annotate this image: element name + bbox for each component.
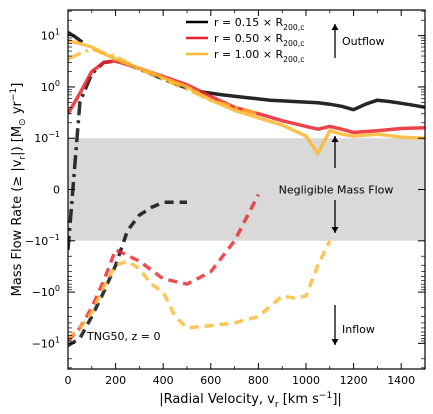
inflow-arrow-head <box>331 339 339 345</box>
series-3-dashdot-line <box>68 47 259 116</box>
legend-label-2: r = 0.50 × R200,c​ <box>214 32 304 48</box>
band-label: Negligible Mass Flow <box>279 184 394 197</box>
negligible-flow-band <box>68 138 425 241</box>
y-tick-label: 101 <box>41 28 60 43</box>
inflow-label: Inflow <box>342 323 375 336</box>
band-down-arrow-head <box>331 227 339 233</box>
x-tick-label: 1200 <box>340 374 368 387</box>
x-axis-label: |Radial Velocity, vr​ [km s−1​]| <box>159 391 342 410</box>
legend-label-3: r = 1.00 × R200,c​ <box>214 48 304 64</box>
x-tick-label: 0 <box>65 374 72 387</box>
series-1-outflow-solid-line <box>201 90 425 112</box>
outflow-arrow-head <box>331 24 339 30</box>
y-tick-label: 10−1 <box>34 130 60 145</box>
series-1-inflow-dashed-line <box>68 200 187 348</box>
legend-label-1: r = 0.15 × R200,c​ <box>214 16 304 32</box>
x-tick-label: 600 <box>200 374 221 387</box>
series-1-top-solid-line <box>68 31 84 44</box>
y-tick-label: 100 <box>41 79 60 94</box>
x-tick-label: 400 <box>153 374 174 387</box>
series-3-inflow-dashed-line <box>68 240 332 340</box>
y-tick-label: −101 <box>32 335 60 350</box>
x-tick-label: 1000 <box>292 374 320 387</box>
tng-label: TNG50, z = 0 <box>86 330 160 343</box>
band-up-arrow-head <box>331 136 339 142</box>
x-tick-label: 800 <box>248 374 269 387</box>
y-tick-label: 0 <box>53 184 60 197</box>
y-tick-label: −10−1 <box>25 233 60 248</box>
x-tick-label: 200 <box>105 374 126 387</box>
y-axis-label: Mass Flow Rate (≥ |vr​|) [M⊙​ yr−1​] <box>9 83 28 297</box>
outflow-label: Outflow <box>342 35 385 48</box>
y-tick-label: −100 <box>32 284 60 299</box>
series-2-inflow-dashed-line <box>68 193 260 343</box>
x-tick-label: 1400 <box>387 374 415 387</box>
